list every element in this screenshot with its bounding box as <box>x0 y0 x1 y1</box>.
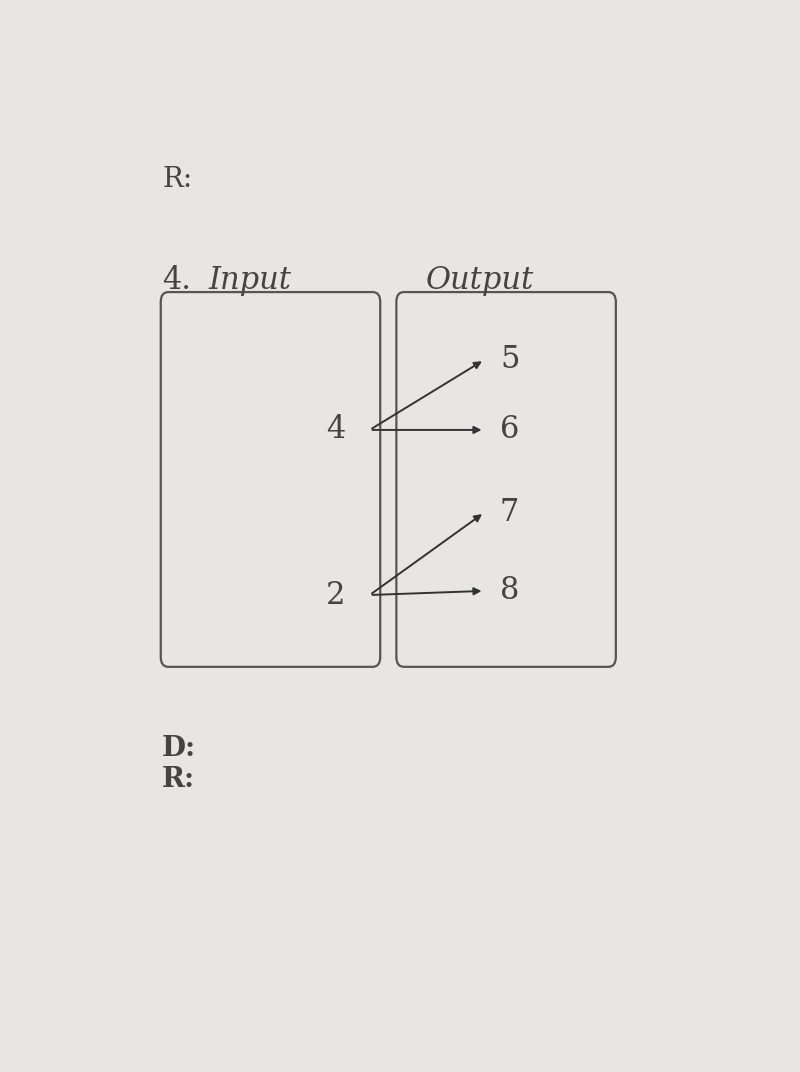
Text: Output: Output <box>426 265 534 296</box>
Text: R:: R: <box>162 166 192 193</box>
Text: Input: Input <box>209 265 291 296</box>
Text: 8: 8 <box>500 576 519 607</box>
Text: 6: 6 <box>500 415 519 446</box>
Text: D:: D: <box>162 735 196 762</box>
Text: 4: 4 <box>326 415 346 446</box>
Text: 5: 5 <box>500 344 519 375</box>
Text: 7: 7 <box>500 497 519 528</box>
Text: 2: 2 <box>326 580 346 611</box>
Text: R:: R: <box>162 765 195 793</box>
Text: 4.: 4. <box>162 265 191 296</box>
